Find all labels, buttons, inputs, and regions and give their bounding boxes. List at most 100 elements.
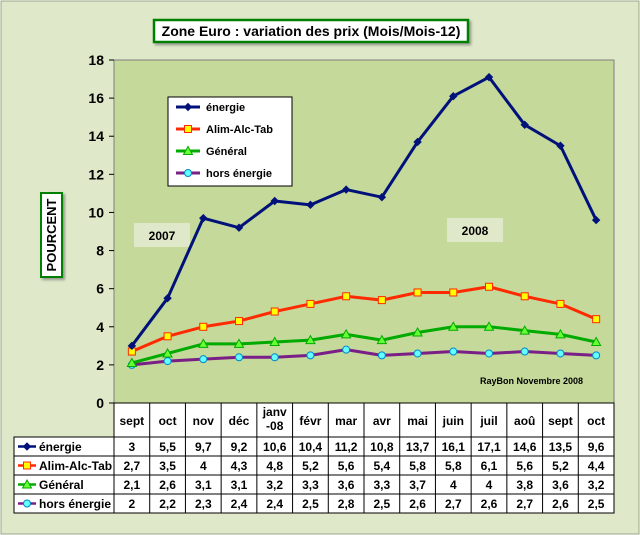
data-point-energie bbox=[449, 91, 458, 101]
table-cell: 10,6 bbox=[263, 440, 287, 454]
table-category: sept bbox=[120, 414, 145, 428]
table-cell: 10,8 bbox=[370, 440, 394, 454]
table-cell: 11,2 bbox=[335, 440, 358, 454]
table-cell: 5,6 bbox=[516, 459, 533, 473]
data-point-energie bbox=[199, 213, 208, 223]
table-cell: 13,7 bbox=[406, 440, 430, 454]
table-row-marker bbox=[23, 461, 31, 470]
table-cell: 5,6 bbox=[338, 459, 355, 473]
data-point-general bbox=[483, 321, 495, 331]
table-category: déc bbox=[229, 414, 250, 428]
table-category: nov bbox=[193, 414, 215, 428]
table-cell: 2,7 bbox=[516, 497, 533, 511]
table-row-alim: Alim-Alc-Tab 2,7 3,5 4 4,3 4,8 5,2 5,6 5,4 5,8 5,8… bbox=[18, 459, 605, 473]
annotation-2007: 2007 bbox=[134, 223, 190, 247]
series-alim bbox=[127, 282, 601, 356]
legend-item-hors: hors énergie bbox=[176, 168, 272, 180]
table-cell: 3,8 bbox=[516, 478, 533, 492]
data-point-general bbox=[340, 328, 352, 339]
table-cell: 4 bbox=[486, 478, 493, 492]
annotation-2008: 2008 bbox=[447, 218, 503, 242]
series-line-alim bbox=[131, 285, 597, 353]
credit-annotation: RayBon Novembre 2008 bbox=[480, 376, 583, 386]
table-row-energie: énergie 3 5,5 9,7 9,2 10,6 10,4 11,2 10,8 13,7 16,… bbox=[18, 440, 605, 454]
data-point-hors bbox=[199, 355, 208, 364]
table-row-label: hors énergie bbox=[39, 497, 111, 511]
data-point-general bbox=[126, 357, 138, 367]
data-point-hors bbox=[485, 349, 493, 358]
table-cell: 2,4 bbox=[231, 497, 248, 511]
data-point-energie bbox=[234, 223, 244, 232]
legend-label-hors: hors énergie bbox=[206, 168, 272, 180]
series-line-general bbox=[131, 325, 597, 365]
table-cell: 2 bbox=[129, 497, 136, 511]
data-point-energie bbox=[306, 200, 315, 210]
table-row-marker bbox=[23, 499, 31, 508]
data-point-hors bbox=[556, 349, 565, 358]
legend-label-energie: énergie bbox=[206, 102, 245, 114]
y-tick-label: 4 bbox=[96, 319, 104, 335]
table-cell: 2,2 bbox=[159, 497, 176, 511]
series-layer bbox=[126, 72, 602, 369]
table-cell: 9,2 bbox=[231, 440, 248, 454]
table-category: juil bbox=[479, 414, 497, 428]
table-cell: 9,7 bbox=[195, 440, 212, 454]
data-point-energie bbox=[556, 141, 565, 150]
table-cell: 2,6 bbox=[481, 497, 498, 511]
table-cell: 3,3 bbox=[374, 478, 391, 492]
table-category: mar bbox=[335, 414, 357, 428]
data-point-alim bbox=[306, 299, 315, 308]
y-tick-label: 18 bbox=[88, 52, 104, 68]
y-axis: 0 2 4 6 8 10 12 14 16 18 bbox=[88, 52, 114, 411]
data-point-hors bbox=[163, 357, 172, 366]
table-cell: 2,5 bbox=[374, 497, 391, 511]
data-point-hors bbox=[377, 351, 386, 360]
y-tick-label: 6 bbox=[96, 281, 104, 297]
data-point-energie bbox=[484, 72, 494, 82]
table-cell: 2,4 bbox=[266, 497, 283, 511]
table-cell: 2,8 bbox=[338, 497, 355, 511]
data-point-energie bbox=[413, 137, 422, 147]
data-point-alim bbox=[377, 296, 386, 305]
table-category: -08 bbox=[266, 419, 284, 433]
table-cell: 3,5 bbox=[159, 459, 176, 473]
data-point-alim bbox=[163, 332, 172, 341]
table-cell: 2,1 bbox=[124, 478, 141, 492]
table-cell: 4,8 bbox=[266, 459, 283, 473]
data-point-alim bbox=[556, 299, 565, 308]
series-line-hors bbox=[131, 348, 597, 367]
table-category: sept bbox=[548, 414, 573, 428]
legend-item-general: Général bbox=[176, 145, 247, 158]
y-tick-label: 14 bbox=[88, 128, 104, 144]
data-point-energie bbox=[520, 120, 529, 129]
table-category: juin bbox=[442, 414, 464, 428]
series-hors bbox=[127, 345, 601, 369]
table-cell: 2,7 bbox=[124, 459, 141, 473]
series-general bbox=[126, 321, 602, 367]
table-cell: 2,6 bbox=[409, 497, 426, 511]
table-category: mai bbox=[407, 414, 428, 428]
data-point-energie bbox=[341, 185, 351, 194]
annotation-2007-text: 2007 bbox=[149, 229, 176, 243]
annotation-2008-text: 2008 bbox=[462, 224, 489, 238]
table-cell: 2,7 bbox=[445, 497, 462, 511]
data-point-energie bbox=[591, 215, 601, 225]
table-cell: 5,8 bbox=[445, 459, 462, 473]
table-cell: 2,3 bbox=[195, 497, 212, 511]
table-cell: 5,2 bbox=[552, 459, 569, 473]
table-row-general: Général 2,1 2,6 3,1 3,1 3,2 3,3 3,6 3,3 3,7 4 4 3,8 3… bbox=[18, 478, 605, 492]
table-cell: 3,7 bbox=[409, 478, 426, 492]
series-energie bbox=[127, 72, 601, 351]
table-cell: 3,3 bbox=[302, 478, 319, 492]
data-point-alim bbox=[199, 322, 208, 331]
data-point-alim bbox=[485, 282, 493, 291]
table-row-label: Alim-Alc-Tab bbox=[39, 459, 112, 473]
data-point-general bbox=[376, 334, 388, 345]
data-point-energie bbox=[163, 293, 172, 303]
y-tick-label: 2 bbox=[96, 357, 104, 373]
y-tick-label: 16 bbox=[88, 90, 104, 106]
data-point-hors bbox=[306, 351, 315, 360]
table-cell: 2,6 bbox=[159, 478, 176, 492]
table-cell: 3,1 bbox=[231, 478, 248, 492]
